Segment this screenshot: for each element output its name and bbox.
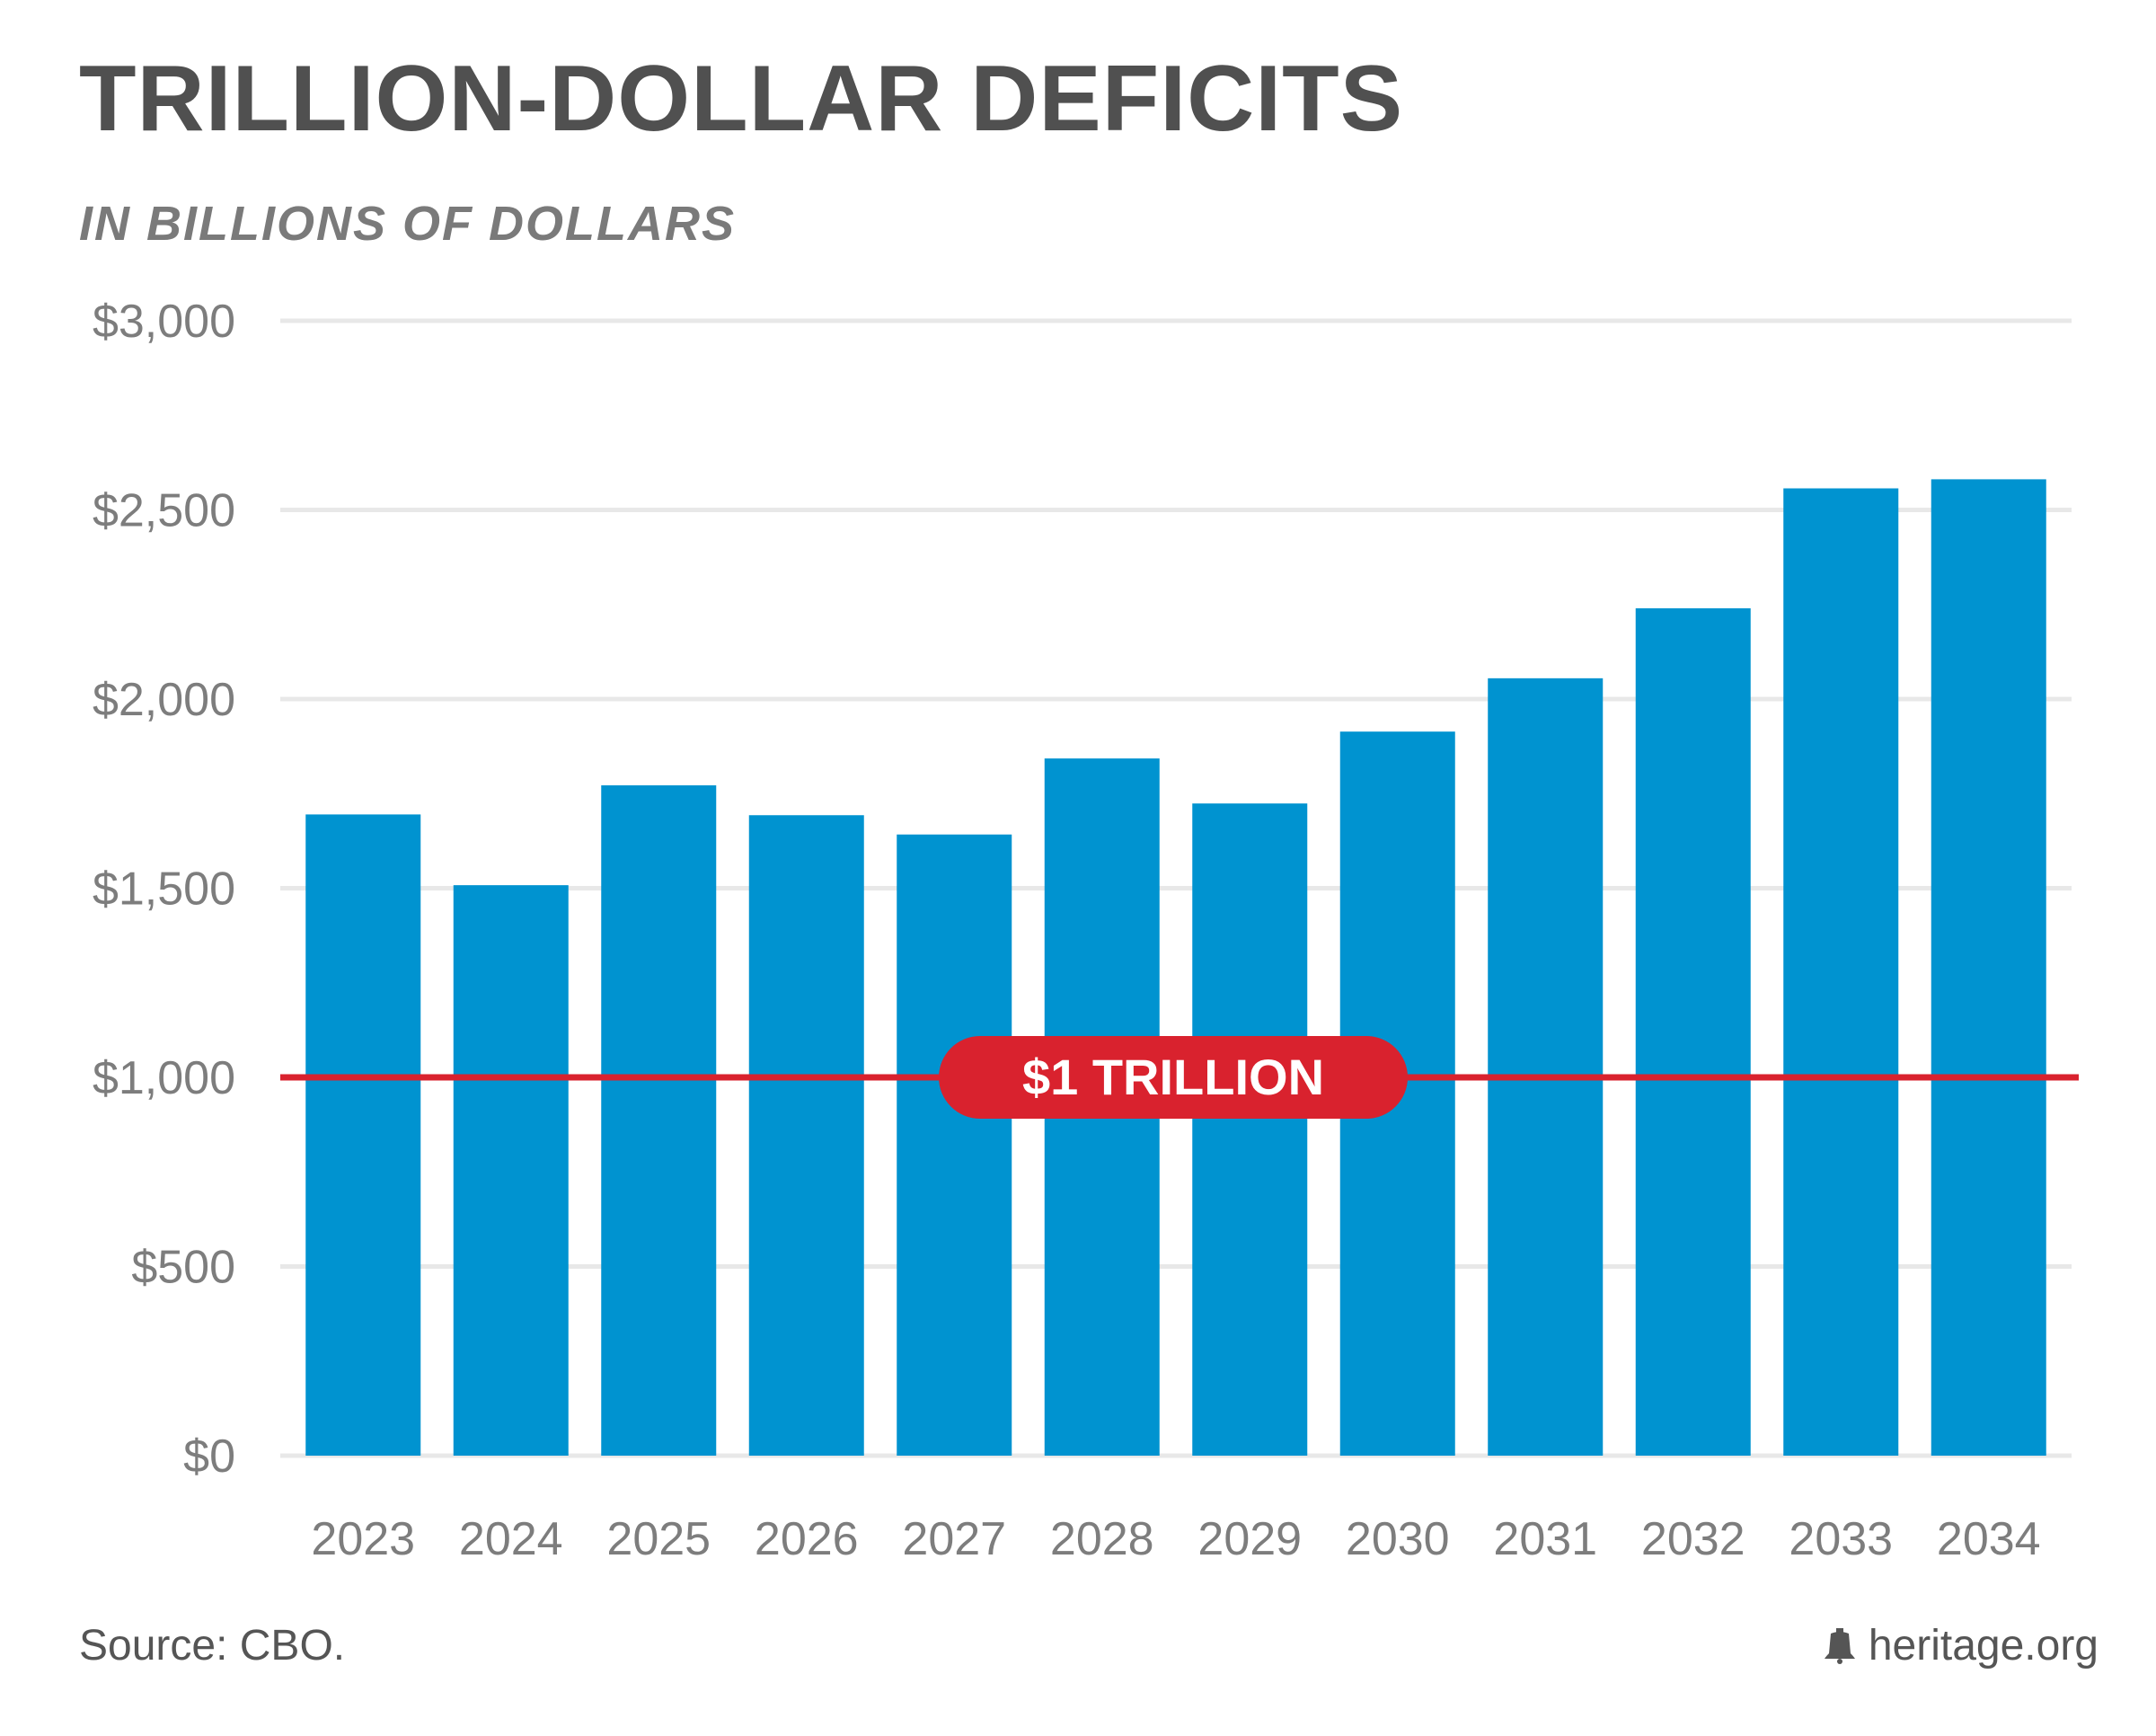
- x-tick-label: 2034: [1937, 1513, 2041, 1565]
- bar: [453, 885, 569, 1456]
- reference-line-group: $1 TRILLION: [280, 1036, 2079, 1119]
- x-tick-label: 2024: [459, 1513, 563, 1565]
- y-tick-label: $500: [131, 1242, 235, 1294]
- reference-label: $1 TRILLION: [1022, 1049, 1324, 1105]
- x-tick-label: 2026: [755, 1513, 859, 1565]
- x-tick-label: 2033: [1789, 1513, 1893, 1565]
- brand-text: heritage.org: [1868, 1622, 2099, 1670]
- bar: [1635, 607, 1751, 1456]
- bar: [1192, 803, 1308, 1456]
- bar: [1488, 678, 1604, 1456]
- source-note: Source: CBO.: [79, 1622, 346, 1670]
- y-tick-label: $3,000: [93, 296, 235, 348]
- chart-subtitle: IN BILLIONS OF DOLLARS: [79, 197, 736, 251]
- x-tick-label: 2029: [1197, 1513, 1302, 1565]
- bar: [1931, 479, 2046, 1457]
- y-tick-label: $0: [183, 1430, 235, 1483]
- bar: [748, 815, 864, 1456]
- bar: [1783, 488, 1899, 1457]
- x-tick-label: 2025: [606, 1513, 711, 1565]
- x-tick-label: 2031: [1493, 1513, 1597, 1565]
- reference-label-pill: [939, 1036, 1408, 1119]
- y-tick-label: $1,500: [93, 864, 235, 916]
- y-axis-ticks: $0 $500 $1,000 $1,500 $2,000 $2,500 $3,000: [93, 296, 235, 1483]
- y-tick-label: $1,000: [93, 1052, 235, 1104]
- x-tick-label: 2023: [311, 1513, 415, 1565]
- bars: [305, 479, 2046, 1457]
- bar: [305, 814, 421, 1456]
- bar: [601, 784, 717, 1456]
- brand: heritage.org: [1824, 1621, 2099, 1670]
- liberty-bell-icon: [1824, 1627, 1855, 1664]
- x-tick-label: 2027: [902, 1513, 1006, 1565]
- x-axis-ticks: 2023 2024 2025 2026 2027 2028 2029 2030 2031 2032…: [311, 1513, 2040, 1565]
- y-tick-label: $2,500: [93, 485, 235, 537]
- x-tick-label: 2032: [1641, 1513, 1745, 1565]
- y-tick-label: $2,000: [93, 674, 235, 726]
- x-tick-label: 2030: [1346, 1513, 1450, 1565]
- x-tick-label: 2028: [1050, 1513, 1154, 1565]
- chart-title: TRILLION-DOLLAR DEFICITS: [79, 47, 1404, 151]
- bar: [897, 834, 1012, 1456]
